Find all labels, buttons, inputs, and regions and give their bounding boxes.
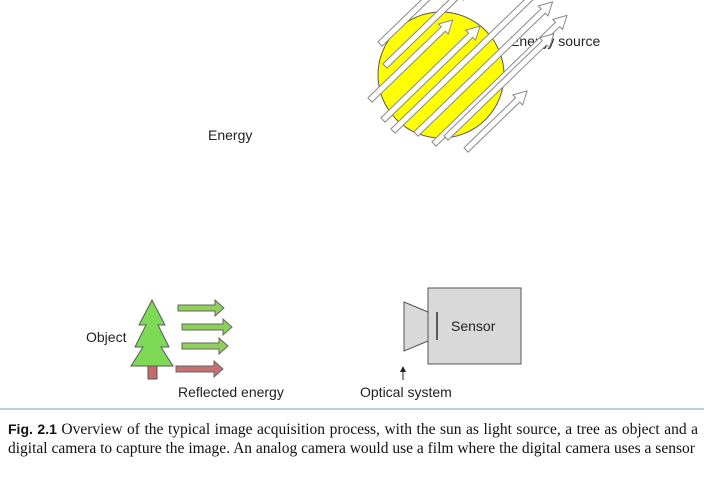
energy-source-label: Energy source — [510, 33, 600, 49]
figure-number: Fig. 2.1 — [8, 421, 57, 437]
energy-label: Energy — [208, 127, 252, 143]
optical-system-label: Optical system — [360, 384, 452, 400]
reflected-arrow-green — [177, 298, 225, 318]
camera-lens-optical-system — [403, 301, 429, 352]
energy-arrow — [380, 25, 481, 123]
reflected-arrow-red — [175, 359, 224, 379]
optical-system-pointer — [400, 366, 406, 380]
tree-object — [130, 298, 174, 380]
energy-arrow — [413, 1, 554, 137]
reflected-arrow-green — [181, 336, 229, 356]
energy-arrow — [377, 0, 450, 47]
energy-arrow — [431, 14, 568, 147]
tree-crown — [130, 298, 174, 367]
reflected-arrow-green — [181, 317, 233, 337]
energy-arrows — [367, 0, 568, 153]
caption-text: Overview of the typical image acquisitio… — [8, 421, 699, 457]
caption-divider — [0, 408, 704, 410]
figure-caption: Fig. 2.1 Overview of the typical image a… — [8, 420, 698, 458]
energy-arrow — [443, 32, 555, 141]
reflected-energy-arrows — [175, 298, 233, 379]
image-acquisition-diagram: Energy source Energy Object Reflected en… — [86, 0, 600, 400]
camera: Sensor — [403, 287, 522, 365]
sensor-label: Sensor — [451, 318, 496, 334]
reflected-energy-label: Reflected energy — [178, 384, 284, 400]
energy-arrow — [390, 0, 563, 134]
energy-arrow — [463, 90, 528, 153]
energy-arrow — [382, 0, 469, 69]
object-label: Object — [86, 329, 127, 345]
energy-arrow — [367, 19, 454, 103]
tree-trunk — [147, 364, 158, 380]
